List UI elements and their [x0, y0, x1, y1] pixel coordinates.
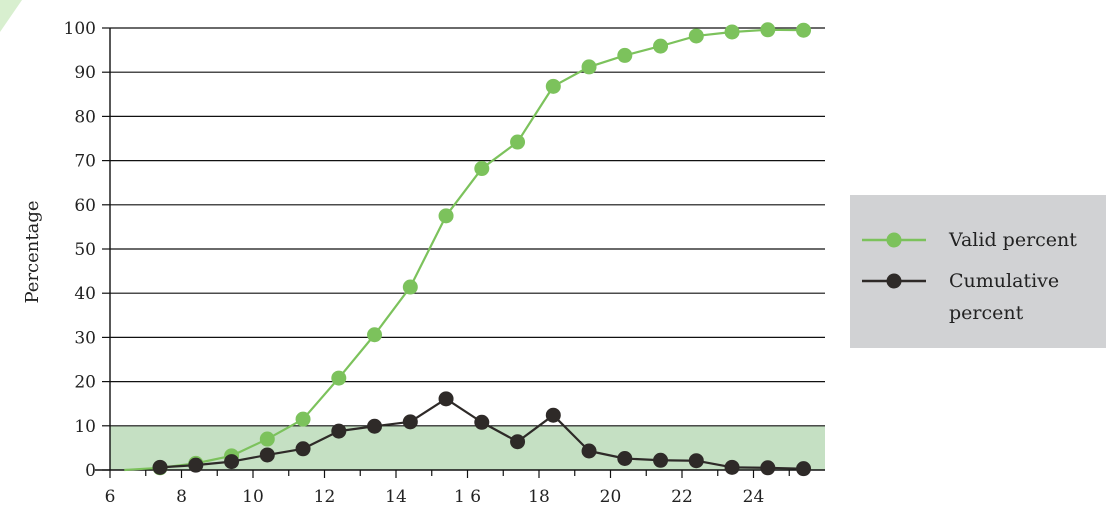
- y-tick-label: 90: [74, 63, 96, 83]
- y-tick-label: 0: [85, 461, 96, 481]
- y-tick-label: 60: [74, 196, 96, 216]
- y-tick-label: 30: [74, 328, 96, 348]
- x-tick-label: 8: [176, 487, 187, 507]
- y-tick-label: 40: [74, 284, 96, 304]
- y-axis-label: Percentage: [22, 200, 43, 303]
- series-1-point-11: [545, 407, 561, 423]
- series-0-point-10: [510, 134, 526, 150]
- x-tick-label: 12: [314, 487, 336, 507]
- series-1-point-6: [367, 418, 383, 434]
- series-1-point-16: [724, 459, 740, 475]
- series-1-point-2: [224, 454, 240, 470]
- series-0-point-17: [760, 22, 776, 38]
- series-0-point-14: [653, 38, 669, 54]
- y-tick-label: 100: [64, 19, 96, 39]
- x-tick-label: 10: [242, 487, 264, 507]
- y-tick-label: 50: [74, 240, 96, 260]
- y-tick-label: 20: [74, 373, 96, 393]
- series-0-point-16: [724, 24, 740, 40]
- series-1-point-17: [760, 460, 776, 476]
- series-0-point-5: [331, 370, 347, 386]
- y-tick-label: 10: [74, 417, 96, 437]
- x-tick-label: 20: [600, 487, 622, 507]
- series-0-point-13: [617, 47, 633, 63]
- series-1-point-15: [688, 453, 704, 469]
- series-1-point-8: [438, 391, 454, 407]
- x-tick-label: 18: [528, 487, 550, 507]
- series-1-point-10: [510, 434, 526, 450]
- series-0-point-7: [402, 279, 418, 295]
- series-0-point-11: [545, 78, 561, 94]
- series-1-point-18: [796, 461, 812, 477]
- series-0-point-9: [474, 161, 490, 177]
- series-1-point-14: [653, 452, 669, 468]
- series-0-point-6: [367, 327, 383, 343]
- series-line-0: [124, 28, 804, 472]
- legend-box: [850, 195, 1106, 348]
- series-1-point-13: [617, 451, 633, 467]
- legend-label: Valid percent: [948, 229, 1077, 251]
- series-1-point-9: [474, 414, 490, 430]
- y-tick-label: 80: [74, 107, 96, 127]
- series-0-point-4: [295, 411, 311, 427]
- x-tick-label: 24: [743, 487, 765, 507]
- series-1-point-0: [152, 459, 168, 475]
- series-1-point-5: [331, 423, 347, 439]
- x-tick-label: 14: [385, 487, 407, 507]
- x-tick-label: 22: [671, 487, 693, 507]
- series-0-point-15: [688, 28, 704, 44]
- legend-swatch-marker-0: [886, 232, 902, 248]
- series-0-point-18: [796, 22, 812, 38]
- x-tick-label: 6: [105, 487, 116, 507]
- legend-label: percent: [949, 302, 1024, 324]
- series-1-point-3: [259, 447, 275, 463]
- series-0-point-3: [259, 431, 275, 447]
- series-1-point-1: [188, 457, 204, 473]
- legend-swatch-marker-1: [886, 273, 902, 289]
- series-1-point-4: [295, 441, 311, 457]
- series-0-point-12: [581, 59, 597, 75]
- legend-label: Cumulative: [949, 270, 1059, 292]
- series-0-point-8: [438, 208, 454, 224]
- y-tick-label: 70: [74, 152, 96, 172]
- x-tick-label: 1 6: [454, 487, 481, 507]
- series-1-point-7: [402, 414, 418, 430]
- corner-decoration: [0, 0, 22, 32]
- series-1-point-12: [581, 443, 597, 459]
